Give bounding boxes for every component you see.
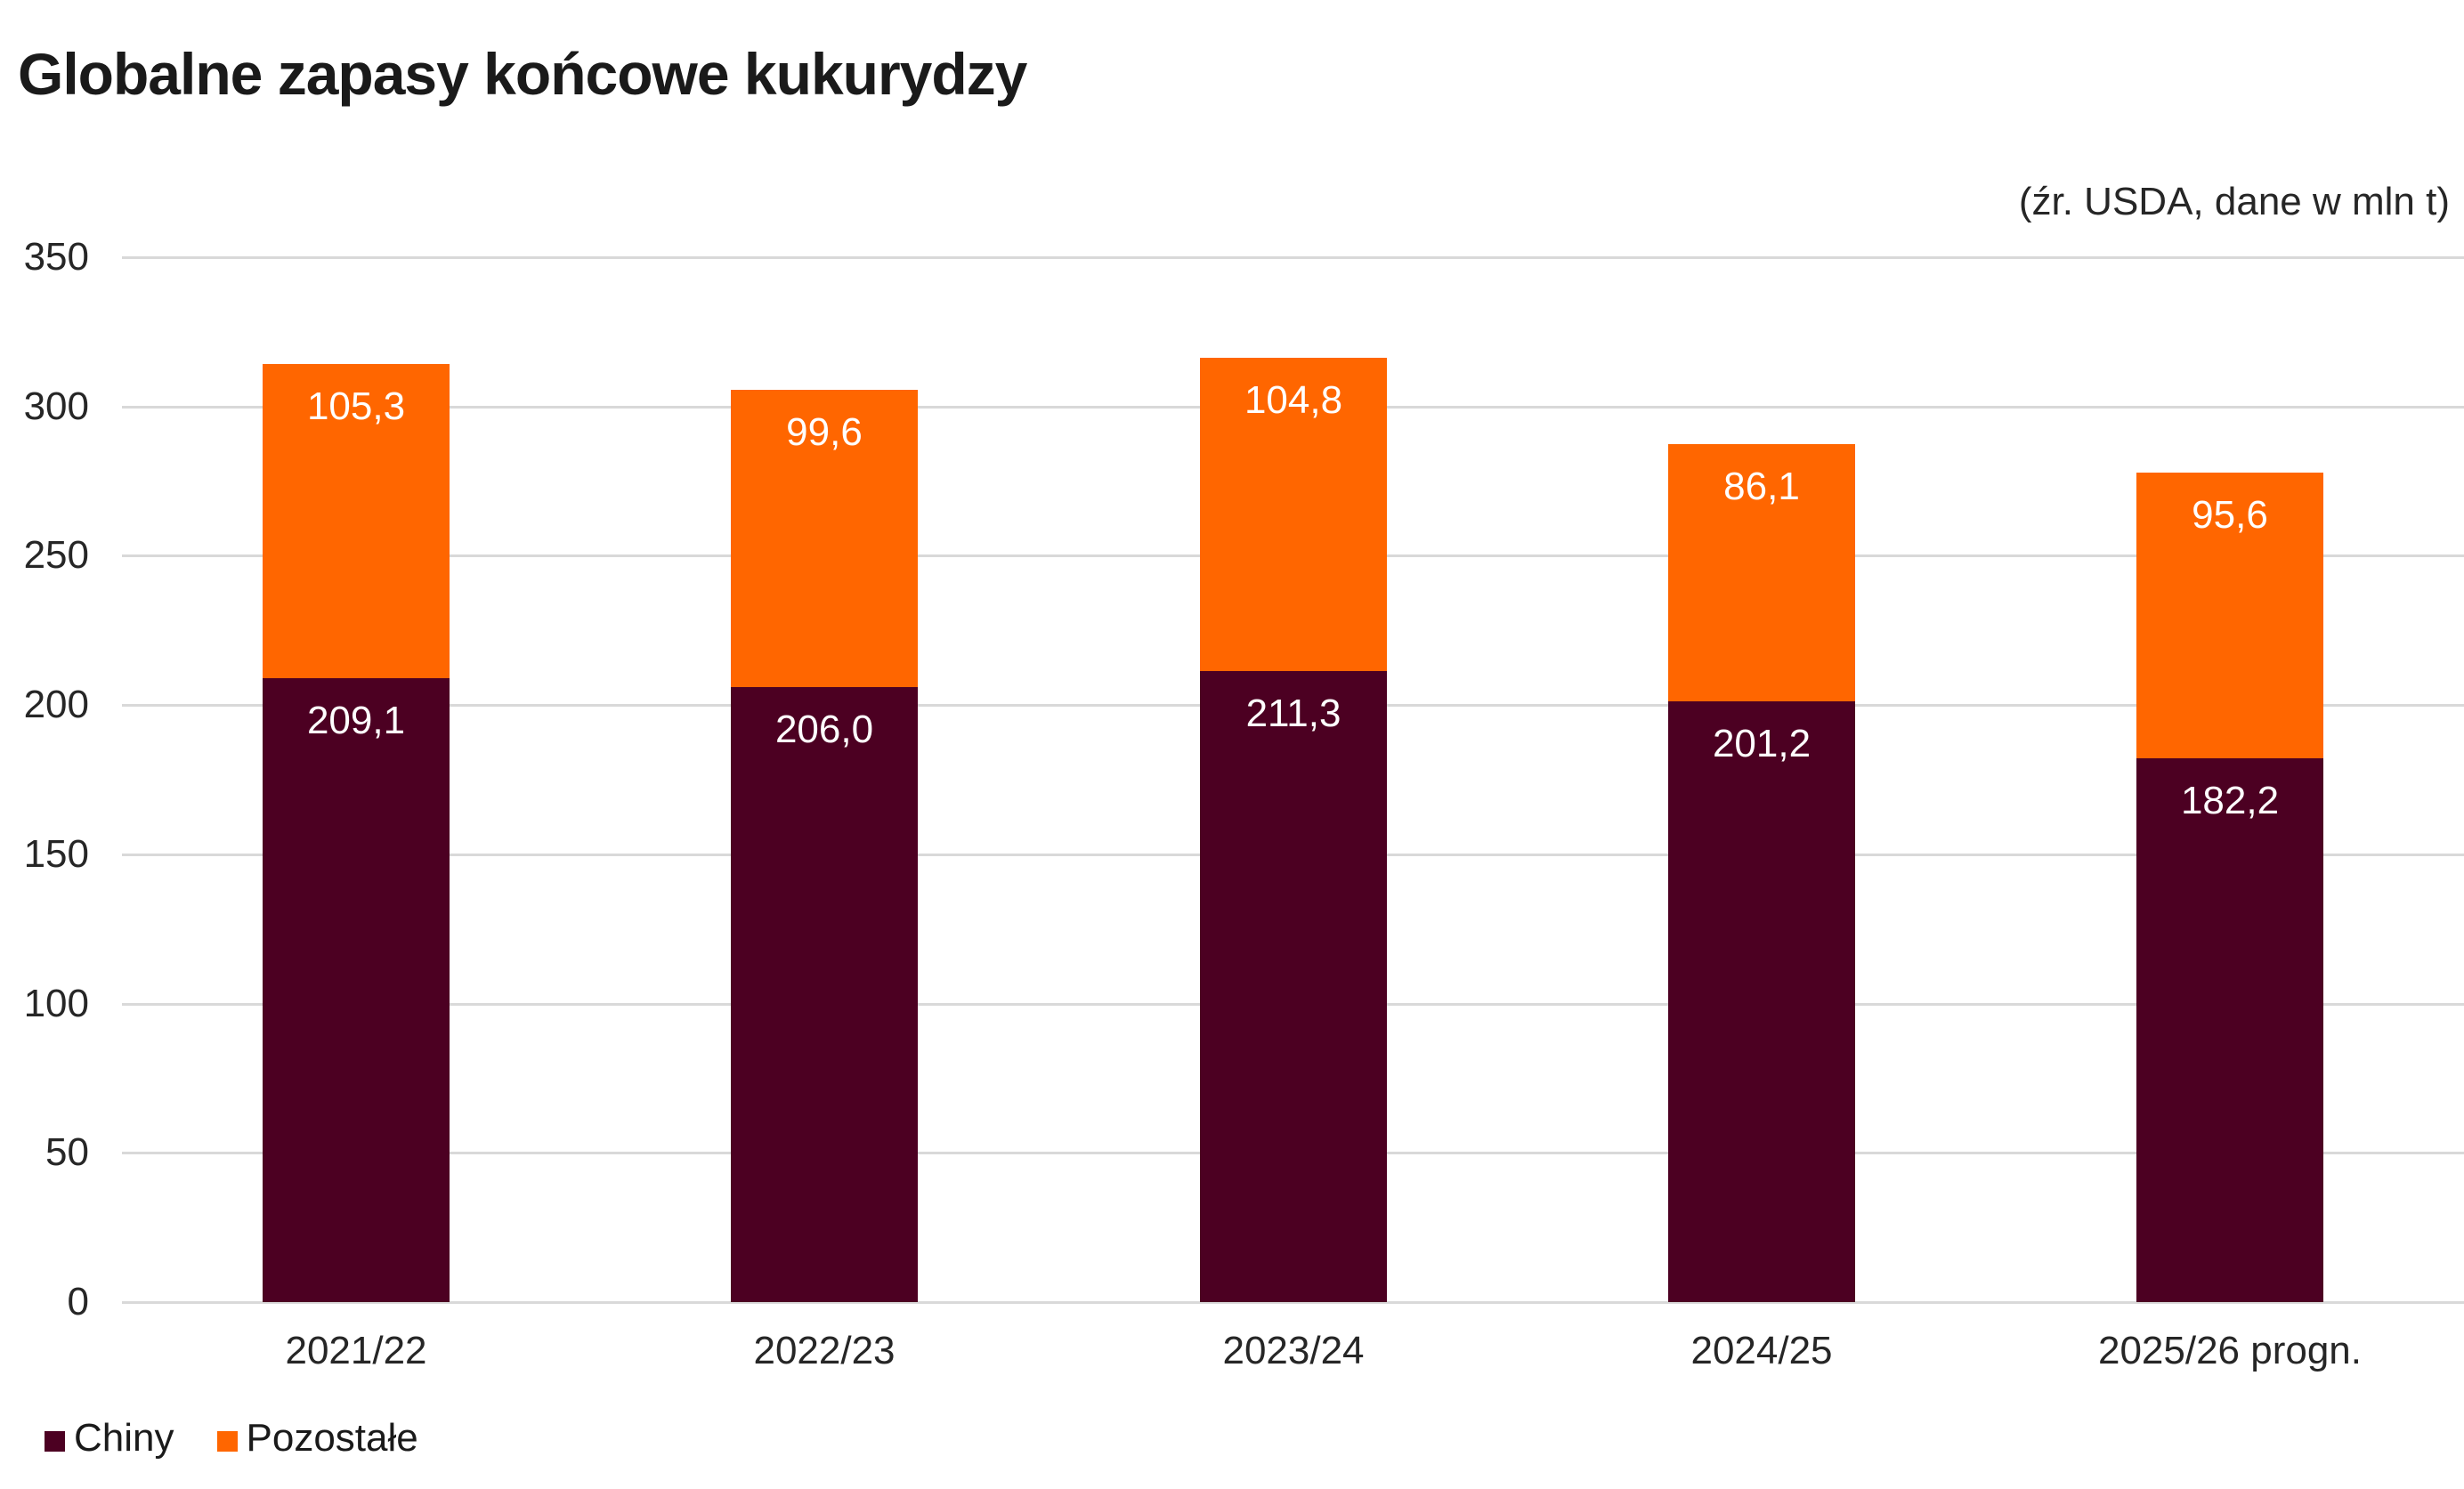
y-axis-tick-label-150: 150 [23, 832, 89, 876]
bar-segment-pozostałe-202324: 104,8 [1200, 358, 1387, 671]
bar-value-label-pozostałe-202223: 99,6 [786, 410, 863, 454]
bar-value-label-chiny-202223: 206,0 [774, 708, 874, 751]
bar-segment-pozostałe-202122: 105,3 [263, 364, 450, 678]
bar-segment-chiny-202122: 209,1 [263, 678, 450, 1302]
chart-source-note: (źr. USDA, dane w mln t) [2018, 180, 2450, 223]
chart-title: Globalne zapasy końcowe kukurydzy [18, 41, 1027, 107]
y-axis-tick-label-0: 0 [67, 1280, 89, 1323]
bar-segment-chiny-202324: 211,3 [1200, 671, 1387, 1302]
x-axis-category-label-202324: 2023/24 [1222, 1329, 1365, 1372]
bar-value-label-chiny-202122: 209,1 [306, 699, 406, 742]
bar-segment-pozostałe-202526progn: 95,6 [2136, 473, 2323, 758]
legend-swatch-pozostale [216, 1430, 238, 1452]
y-axis-tick-label-300: 300 [23, 384, 89, 428]
legend-label-chiny: Chiny [74, 1416, 174, 1460]
legend-swatch-chiny [45, 1430, 65, 1452]
gridline-0 [122, 1301, 2464, 1304]
bar-value-label-pozostałe-202526progn: 95,6 [2192, 493, 2268, 537]
y-axis-tick-label-50: 50 [45, 1130, 89, 1174]
x-axis-category-label-202526progn: 2025/26 progn. [2097, 1329, 2363, 1372]
y-axis-tick-label-200: 200 [23, 683, 89, 726]
bar-segment-pozostałe-202223: 99,6 [731, 390, 918, 687]
bar-segment-chiny-202425: 201,2 [1668, 701, 1855, 1302]
bar-value-label-pozostałe-202122: 105,3 [306, 384, 406, 428]
bar-segment-chiny-202223: 206,0 [731, 687, 918, 1302]
legend: Chiny Pozostałe [45, 1416, 418, 1460]
y-axis-tick-label-350: 350 [23, 235, 89, 279]
bar-value-label-chiny-202425: 201,2 [1712, 722, 1812, 765]
y-axis-tick-label-100: 100 [23, 982, 89, 1025]
x-axis-category-label-202122: 2021/22 [285, 1329, 427, 1372]
bar-value-label-pozostałe-202324: 104,8 [1244, 378, 1343, 422]
legend-item-pozostale: Pozostałe [216, 1416, 418, 1460]
bar-segment-chiny-202526progn: 182,2 [2136, 758, 2323, 1302]
y-axis-tick-label-250: 250 [23, 533, 89, 577]
bar-value-label-chiny-202526progn: 182,2 [2180, 779, 2280, 822]
bar-value-label-pozostałe-202425: 86,1 [1723, 465, 1800, 508]
legend-label-pozostale: Pozostałe [246, 1416, 418, 1460]
gridline-350 [122, 256, 2464, 259]
bar-segment-pozostałe-202425: 86,1 [1668, 444, 1855, 701]
legend-item-chiny: Chiny [45, 1416, 174, 1460]
x-axis-category-label-202425: 2024/25 [1690, 1329, 1833, 1372]
bar-value-label-chiny-202324: 211,3 [1245, 692, 1341, 735]
x-axis-category-label-202223: 2022/23 [753, 1329, 896, 1372]
